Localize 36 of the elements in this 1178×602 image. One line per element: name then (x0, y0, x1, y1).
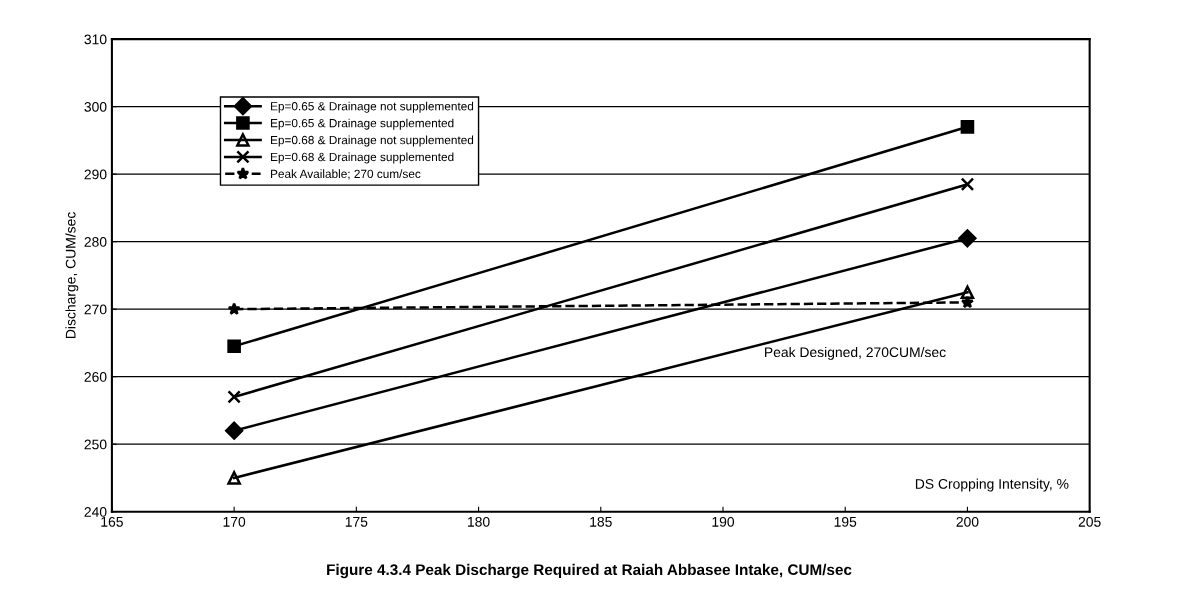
point (227, 390, 241, 404)
y-tick-label: 240 (84, 507, 107, 517)
x-tick-label: 205 (1078, 516, 1101, 527)
point (958, 229, 977, 248)
x-tick-label: 200 (956, 516, 979, 527)
x-tick-label: 185 (590, 516, 612, 527)
legend-label: Ep=0.65 & Drainage supplemented (271, 118, 454, 130)
legend-label: Ep=0.68 & Drainage not supplemented (271, 135, 474, 147)
legend-label: Ep=0.68 & Drainage supplemented (271, 152, 454, 164)
point (960, 177, 975, 192)
legend-label: Ep=0.65 & Drainage not supplemented (271, 101, 474, 113)
x-tick-label: 165 (101, 516, 123, 527)
point (227, 339, 241, 354)
point (960, 295, 974, 309)
y-tick-label: 300 (84, 101, 107, 112)
point (227, 471, 241, 485)
text: Figure 4.3.4 Peak Discharge Required at Raiah Abbasee Intake, CUM/sec (327, 563, 852, 579)
point (227, 302, 241, 315)
y-tick-label: 290 (84, 169, 107, 180)
y-axis-title: Discharge, CUM/sec (65, 212, 79, 338)
annotation: Peak Designed, 270CUM/sec (765, 346, 946, 360)
point (960, 120, 975, 134)
x-axis-title: DS Cropping Intensity, % (915, 478, 1069, 492)
legend-label: Peak Available; 270 cum/sec (271, 169, 421, 180)
x-tick-label: 180 (468, 516, 490, 527)
y-tick-label: 270 (84, 304, 107, 315)
point (960, 285, 975, 300)
x-tick-label: 195 (834, 516, 857, 527)
point (225, 421, 244, 440)
y-tick-label: 310 (84, 34, 107, 45)
y-tick-label: 280 (84, 236, 107, 247)
x-tick-label: 170 (223, 516, 246, 527)
x-tick-label: 175 (345, 517, 368, 527)
y-tick-label: 260 (84, 372, 107, 382)
y-tick-label: 250 (84, 439, 107, 450)
x-tick-label: 190 (712, 516, 735, 527)
